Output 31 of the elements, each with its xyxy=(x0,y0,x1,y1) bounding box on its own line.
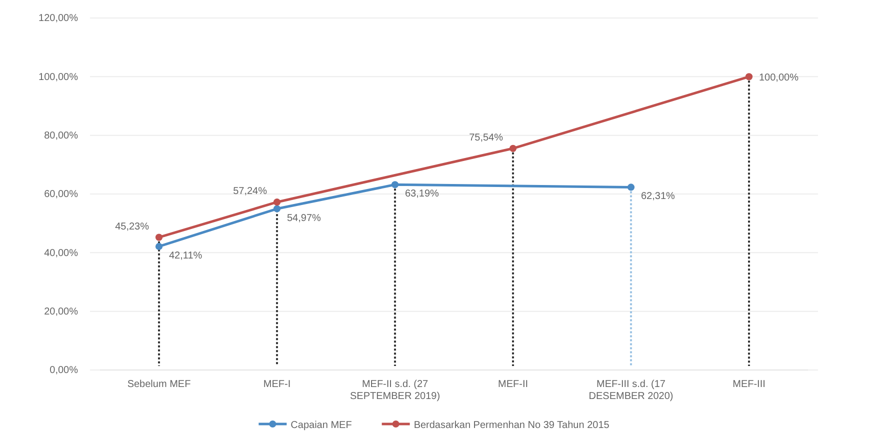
point xyxy=(391,181,399,188)
y-tick-label: 120,00% xyxy=(38,13,78,24)
point xyxy=(509,144,517,152)
data-label: 42,11% xyxy=(169,250,202,262)
y-tick-label: 60,00% xyxy=(44,189,78,200)
y-tick-label: 100,00% xyxy=(38,72,78,83)
data-label: 54,97% xyxy=(287,212,322,224)
y-tick-label: 80,00% xyxy=(44,130,78,142)
point xyxy=(273,198,281,206)
point xyxy=(273,205,281,212)
x-tick-label: MEF-I xyxy=(263,379,291,390)
point xyxy=(155,234,163,241)
x-tick-label: MEF-III xyxy=(732,379,766,390)
point xyxy=(155,242,163,250)
y-tick-label: 0,00% xyxy=(50,365,78,376)
data-label: 45,23% xyxy=(115,221,150,232)
legend-label: Capaian MEF xyxy=(290,420,352,431)
legend-label: Berdasarkan Permenhan No 39 Tahun 2015 xyxy=(414,420,610,431)
data-label: 75,54% xyxy=(469,132,504,144)
point xyxy=(627,184,635,191)
point xyxy=(745,73,753,80)
data-label: 63,19% xyxy=(405,188,440,200)
data-label: 57,24% xyxy=(233,186,268,198)
y-tick-label: 40,00% xyxy=(44,248,78,259)
x-tick-label: MEF-II s.d. (27 SEPTEMBER 2019) xyxy=(350,379,440,402)
x-tick-label: MEF-II xyxy=(498,379,528,390)
data-label: 62,31% xyxy=(641,191,676,202)
y-tick-label: 20,00% xyxy=(44,306,78,318)
data-label: 100,00% xyxy=(759,72,799,84)
x-tick-label: Sebelum MEF xyxy=(127,379,191,390)
x-tick-label: MEF-III s.d. (17 DESEMBER 2020) xyxy=(588,379,674,402)
